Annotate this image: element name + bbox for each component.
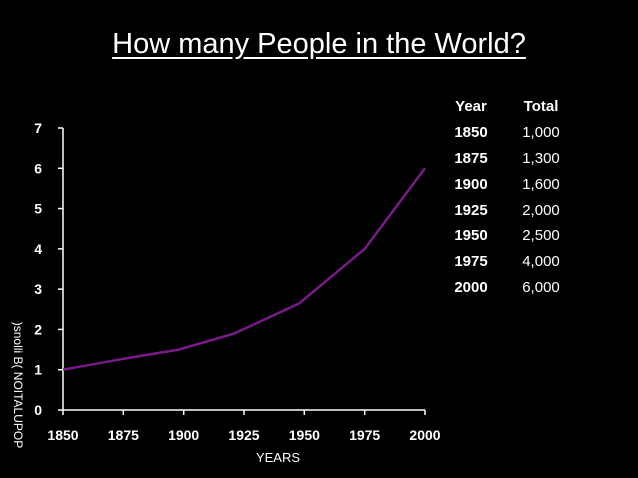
series-layer: [62, 167, 427, 371]
y-tick-label: 4: [34, 241, 42, 257]
table-cell-year: 2000: [454, 278, 488, 296]
x-tick-label: 2000: [409, 427, 440, 443]
y-tick-label: 1: [34, 362, 42, 378]
table-cell-total: 1,600: [522, 175, 560, 193]
table-row: 2000 6,000: [440, 275, 580, 301]
table-row: 1975 4,000: [440, 249, 580, 275]
series-line: [62, 167, 427, 371]
table-cell-year: 1900: [454, 175, 488, 193]
slide-title: How many People in the World?: [112, 28, 526, 60]
population-table: Year Total 1850 1,000 1875 1,300 1900 1,…: [440, 94, 580, 300]
table-cell-year: 1925: [454, 201, 488, 219]
table-cell-year: 1850: [454, 124, 488, 142]
table-cell-total: 4,000: [522, 253, 560, 271]
x-tick-label: 1850: [47, 427, 78, 443]
table-header-row: Year Total: [440, 94, 580, 120]
table-row: 1925 2,000: [440, 197, 580, 223]
table-header-total: Total: [523, 98, 559, 116]
table-cell-year: 1975: [454, 253, 488, 271]
y-tick-label: 2: [34, 321, 42, 337]
x-tick-label: 1925: [228, 427, 259, 443]
table-row: 1900 1,600: [440, 171, 580, 197]
y-tick-label: 0: [34, 402, 42, 418]
x-tick-label: 1875: [108, 427, 139, 443]
y-tick-label: 3: [34, 281, 42, 297]
chart-axes: [62, 128, 425, 411]
table-row: 1950 2,500: [440, 223, 580, 249]
y-ticks: 0 1 2 3 4 5 6 7: [34, 120, 63, 418]
table-cell-total: 2,500: [522, 227, 560, 245]
table-cell-total: 1,000: [522, 124, 560, 142]
y-tick-label: 6: [34, 160, 42, 176]
table-row: 1850 1,000: [440, 120, 580, 146]
table-cell-total: 2,000: [522, 201, 560, 219]
y-tick-label: 7: [34, 120, 42, 136]
table-cell-total: 6,000: [522, 278, 560, 296]
table-cell-year: 1950: [454, 227, 488, 245]
table-header-year: Year: [455, 98, 487, 116]
y-tick-label: 5: [34, 201, 42, 217]
x-tick-label: 1950: [289, 427, 320, 443]
table-cell-year: 1875: [454, 149, 488, 167]
table-row: 1875 1,300: [440, 146, 580, 172]
x-tick-label: 1975: [349, 427, 380, 443]
table-cell-total: 1,300: [522, 149, 560, 167]
y-axis-label: )snolli B( NOITALUPOP: [11, 322, 25, 448]
x-tick-label: 1900: [168, 427, 199, 443]
x-axis-label: YEARS: [256, 450, 300, 465]
x-ticks: 1850 1875 1900 1925 1950 1975 2000: [47, 410, 441, 443]
